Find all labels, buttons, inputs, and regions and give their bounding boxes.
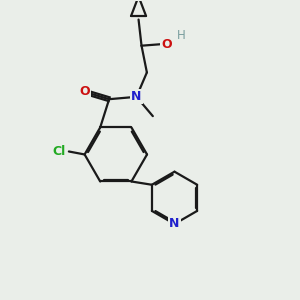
Text: O: O <box>80 85 90 98</box>
Text: N: N <box>131 90 142 103</box>
Text: Cl: Cl <box>53 145 66 158</box>
Text: H: H <box>177 29 186 42</box>
Text: O: O <box>161 38 172 51</box>
Text: N: N <box>169 218 180 230</box>
